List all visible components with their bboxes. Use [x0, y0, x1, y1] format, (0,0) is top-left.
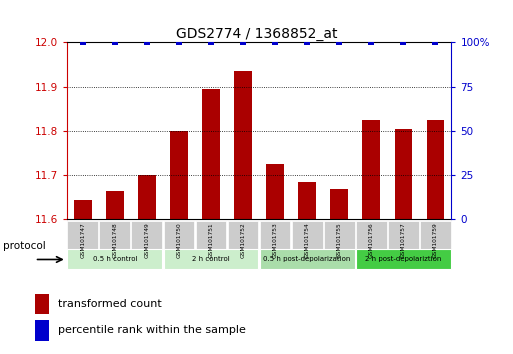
Text: GSM101757: GSM101757 [401, 223, 406, 258]
Text: GSM101759: GSM101759 [433, 223, 438, 258]
Text: GSM101755: GSM101755 [337, 223, 342, 258]
Text: GSM101748: GSM101748 [112, 223, 117, 258]
Bar [260, 250, 354, 269]
Bar [170, 131, 188, 219]
Bar [266, 164, 284, 219]
Text: 0.5 h post-depolarization: 0.5 h post-depolarization [264, 256, 351, 262]
Text: transformed count: transformed count [58, 299, 162, 309]
Text: GSM101751: GSM101751 [208, 223, 213, 258]
Bar [195, 221, 226, 249]
Bar [164, 250, 259, 269]
Text: GSM101750: GSM101750 [176, 223, 182, 258]
Bar [260, 221, 290, 249]
Bar [100, 221, 130, 249]
Bar [35, 320, 49, 341]
Bar [106, 191, 124, 219]
Text: GSM101747: GSM101747 [80, 223, 85, 258]
Bar [67, 250, 162, 269]
Text: protocol: protocol [3, 241, 45, 251]
Bar [67, 221, 98, 249]
Text: 2 h control: 2 h control [192, 256, 230, 262]
Text: GSM101749: GSM101749 [144, 223, 149, 258]
Bar [234, 71, 252, 219]
Bar [363, 120, 380, 219]
Bar [394, 129, 412, 219]
Bar [420, 221, 451, 249]
Bar [292, 221, 323, 249]
Bar [74, 200, 91, 219]
Bar [202, 89, 220, 219]
Bar [330, 188, 348, 219]
Bar [324, 221, 354, 249]
Bar [356, 221, 387, 249]
Bar [388, 221, 419, 249]
Bar [356, 250, 451, 269]
Bar [228, 221, 259, 249]
Bar [131, 221, 162, 249]
Text: 0.5 h control: 0.5 h control [92, 256, 137, 262]
Text: GSM101753: GSM101753 [272, 223, 278, 258]
Text: GSM101756: GSM101756 [369, 223, 374, 258]
Bar [427, 120, 444, 219]
Bar [35, 293, 49, 314]
Text: GSM101754: GSM101754 [305, 223, 310, 258]
Text: 2 h post-depolariztion: 2 h post-depolariztion [365, 256, 442, 262]
Text: GSM101752: GSM101752 [241, 223, 246, 258]
Text: percentile rank within the sample: percentile rank within the sample [58, 325, 246, 335]
Bar [164, 221, 194, 249]
Bar [299, 182, 316, 219]
Bar [138, 175, 155, 219]
Text: GDS2774 / 1368852_at: GDS2774 / 1368852_at [176, 27, 337, 41]
